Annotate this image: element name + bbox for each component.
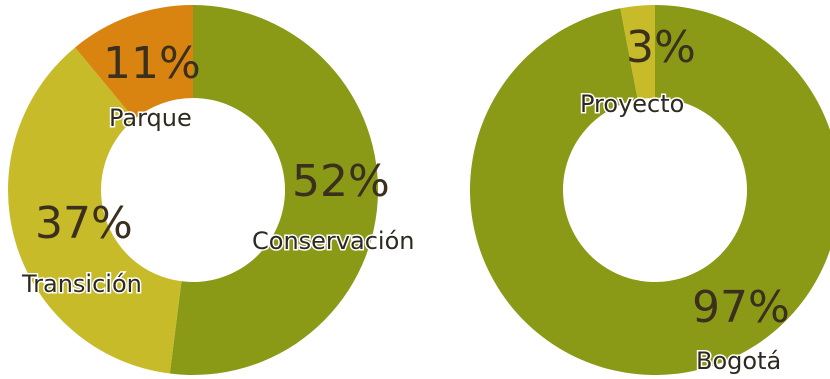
chart2-slice-bogota: [470, 5, 830, 375]
chart2-slice-bogota-label: Bogotá: [696, 347, 781, 375]
chart2-slice-proyecto-label: Proyecto: [580, 90, 684, 118]
chart2-slice-proyecto: [620, 5, 655, 100]
chart1-slice-transicion: [7, 47, 182, 374]
chart1-slice-transicion-label: Transición: [21, 270, 142, 298]
chart1-slice-parque-label: Parque: [109, 104, 192, 132]
donut-chart-1: 52% Conservación 37% Transición 11% Parq…: [7, 5, 416, 375]
chart2-slice-bogota-percent: 97%: [692, 282, 790, 333]
chart1-slice-conservacion: [169, 5, 378, 375]
donut-chart-2: 97% Bogotá 3% Proyecto: [470, 5, 830, 377]
chart1-slice-parque-percent: 11%: [103, 38, 201, 89]
chart1-slice-conservacion-label: Conservación: [252, 227, 414, 255]
chart2-slice-proyecto-percent: 3%: [626, 22, 696, 73]
chart1-slice-transicion-percent: 37%: [35, 198, 133, 249]
chart1-slice-conservacion-percent: 52%: [292, 156, 390, 207]
chart1-slice-parque: [75, 5, 193, 120]
